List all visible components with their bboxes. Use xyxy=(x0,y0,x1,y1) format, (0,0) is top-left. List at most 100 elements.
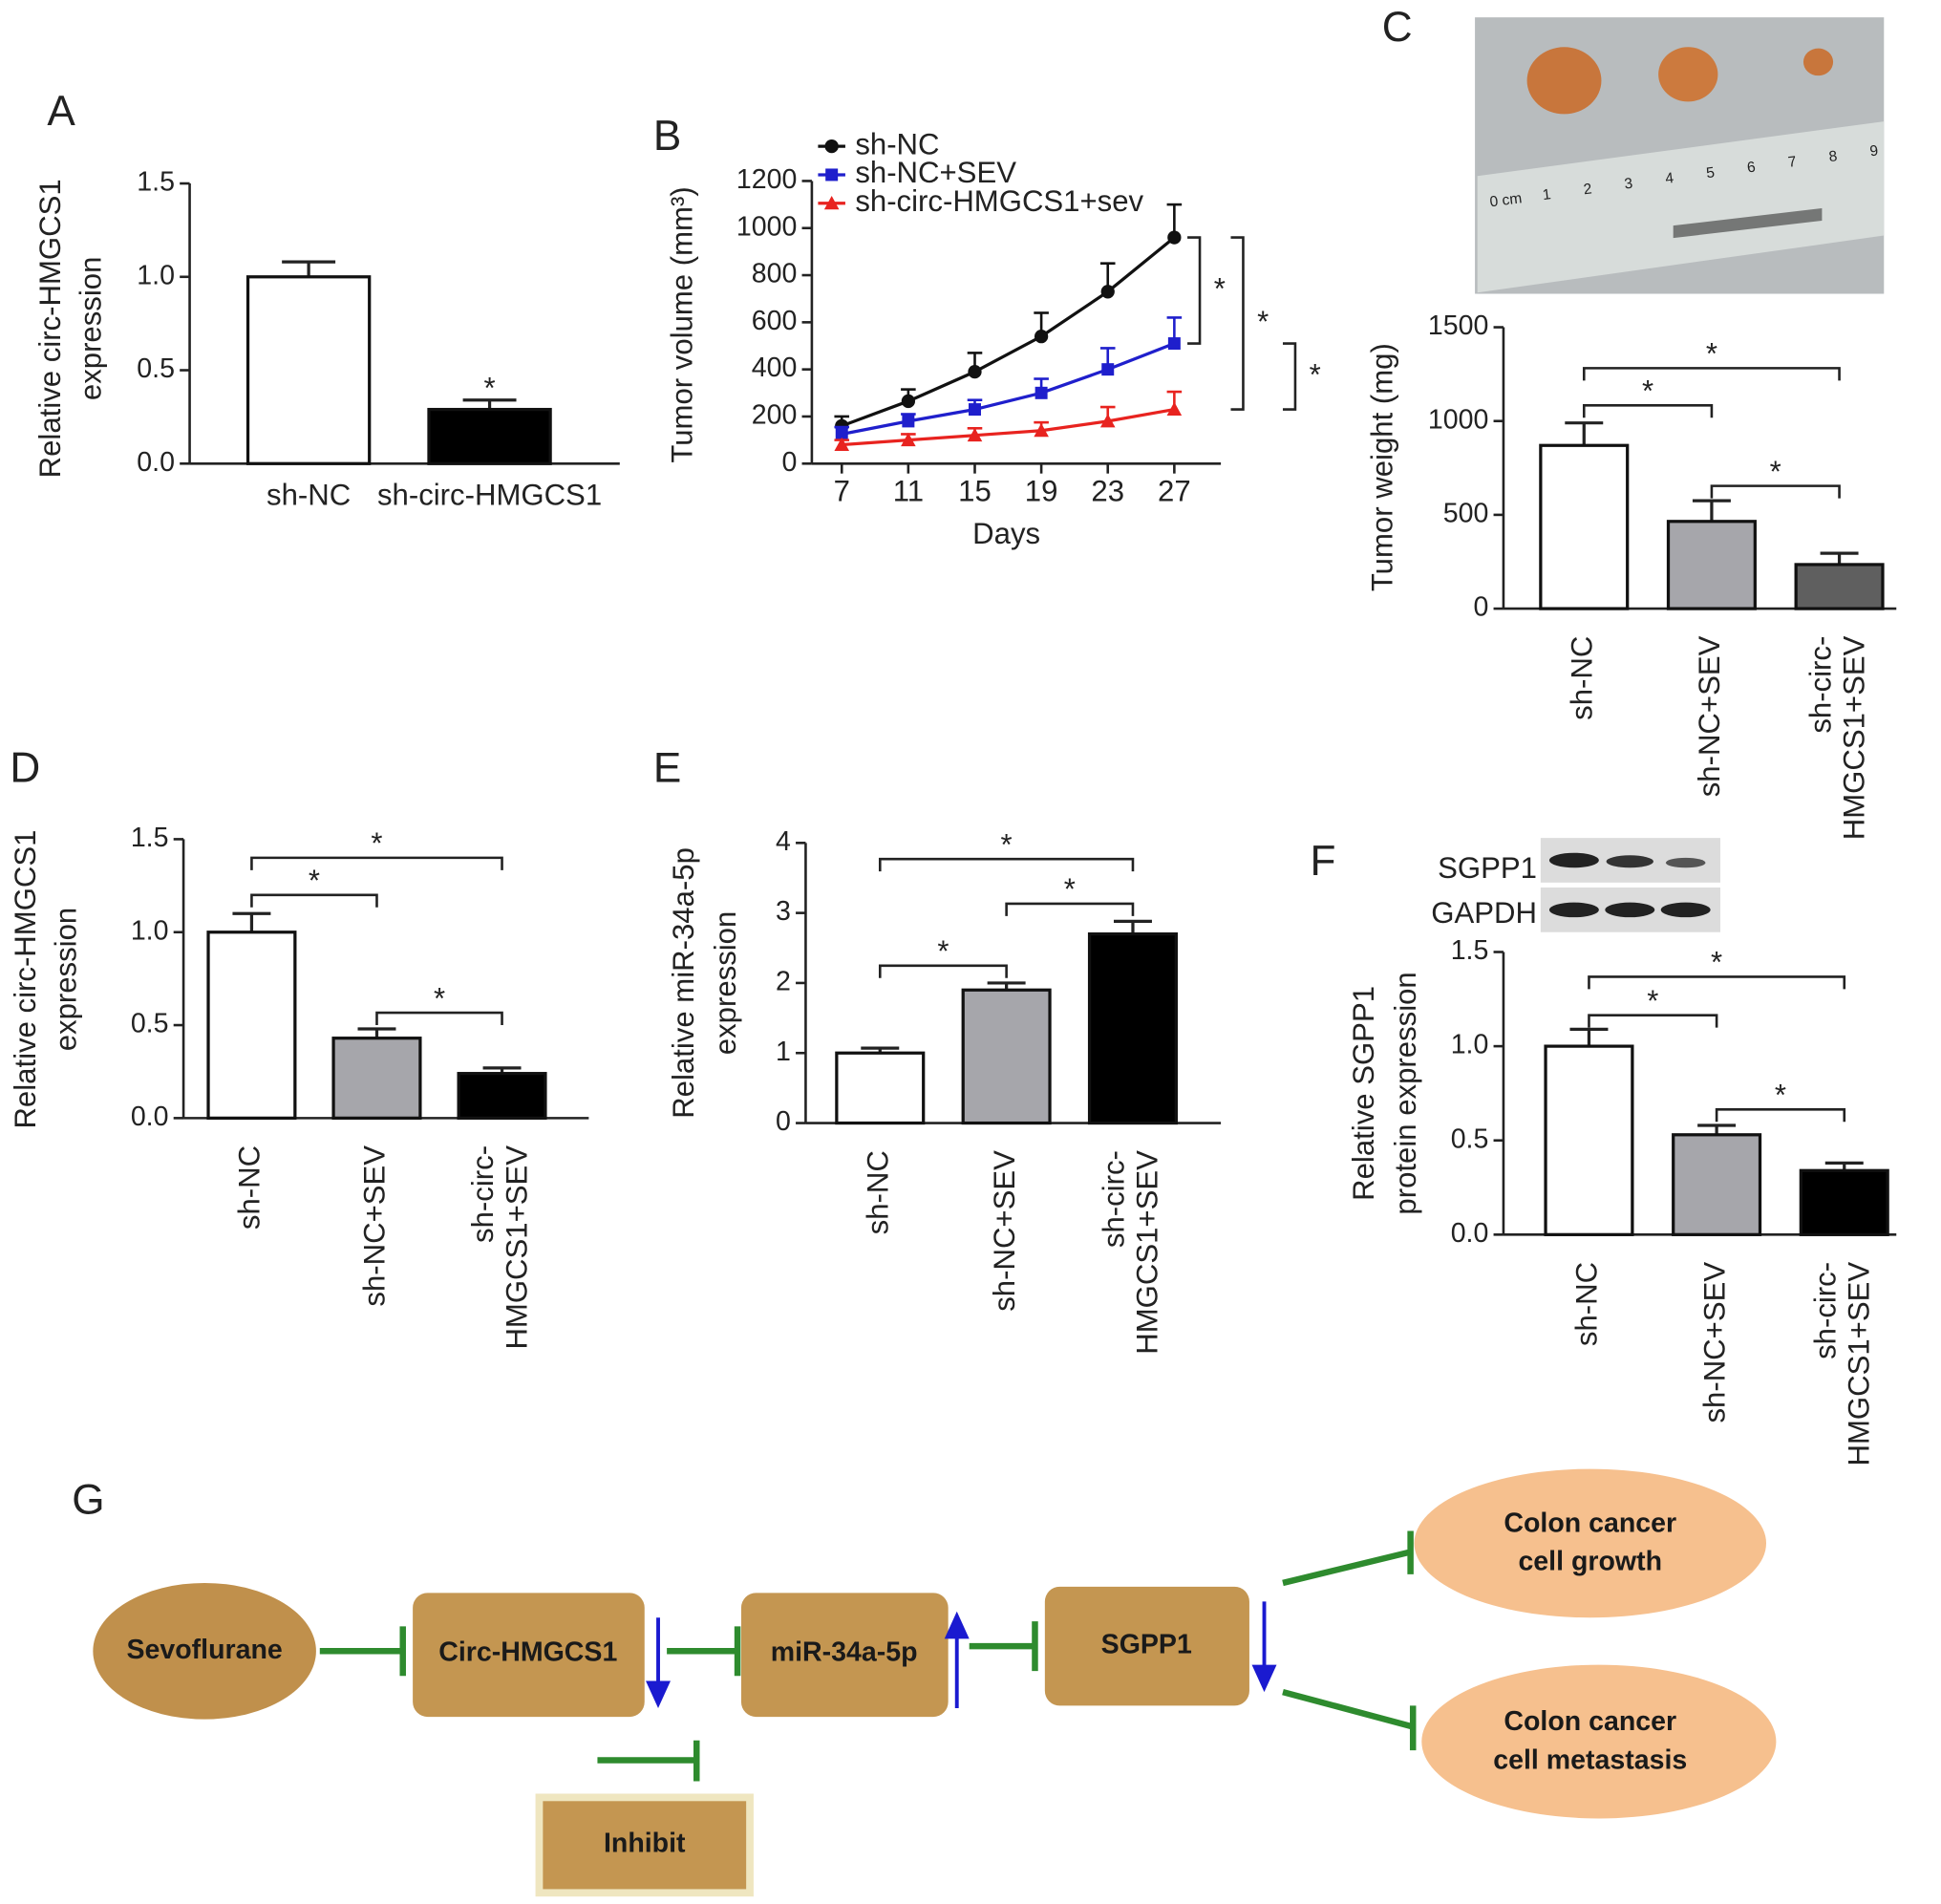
legend-label: Inhibit xyxy=(604,1828,686,1858)
bar xyxy=(1794,563,1885,610)
significance-bracket xyxy=(1005,902,1135,916)
marker xyxy=(1034,386,1048,399)
bar xyxy=(245,275,372,465)
significance-star: * xyxy=(1775,1079,1786,1112)
y-tick-label: 0.0 xyxy=(1451,1218,1489,1249)
node-label: SGPP1 xyxy=(1101,1630,1192,1660)
y-tick-label: 200 xyxy=(752,400,798,431)
y-axis-label: expression xyxy=(709,911,742,1056)
significance-star: * xyxy=(1257,305,1269,338)
y-tick-label: 1.5 xyxy=(131,823,169,853)
node xyxy=(1421,1664,1777,1819)
y-tick-label: 1.0 xyxy=(131,915,169,946)
y-axis-label: protein expression xyxy=(1389,972,1422,1214)
significance-bracket xyxy=(878,857,1135,872)
x-tick-label: 7 xyxy=(834,475,850,508)
legend-label: sh-NC+SEV xyxy=(855,156,1016,189)
pathway-diagram: G Sevoflurane Circ-HMGCS1 miR-34a-5p SGP… xyxy=(72,1468,1777,1897)
blot-label: GAPDH xyxy=(1431,896,1537,930)
tumor xyxy=(1802,48,1834,76)
bar xyxy=(331,1037,422,1120)
legend-box xyxy=(535,1793,754,1897)
x-tick-label: HMGCS1+SEV xyxy=(1842,1262,1875,1466)
y-tick-label: 0.0 xyxy=(137,447,175,478)
marker xyxy=(1100,285,1115,299)
panel-letter: D xyxy=(10,745,40,792)
significance-bracket xyxy=(1230,236,1245,411)
legend-label: sh-NC xyxy=(855,127,939,160)
marker xyxy=(1034,330,1049,344)
significance-bracket xyxy=(1187,236,1202,345)
marker xyxy=(901,432,916,447)
panel-letter: A xyxy=(47,88,75,135)
significance-star: * xyxy=(1642,374,1653,408)
marker xyxy=(835,427,848,440)
y-tick-label: 0 xyxy=(776,1106,791,1137)
y-tick-label: 0.5 xyxy=(1451,1123,1489,1154)
panel-1: B 0 200 400 600 800 1000 1200 Tumor volume (mm³)… xyxy=(653,113,1321,550)
tumor xyxy=(1526,47,1602,115)
x-tick-label: sh-circ- xyxy=(466,1145,500,1243)
significance-star: * xyxy=(1706,337,1717,371)
ruler-label: 0 cm xyxy=(1489,190,1524,210)
bar xyxy=(1666,520,1757,610)
panel-2: C 0 500 1000 1500 Tumor weight (mg) sh-NC sh-NC… xyxy=(1366,4,1897,840)
y-tick-label: 1.0 xyxy=(137,260,175,290)
significance-star: * xyxy=(309,864,320,897)
blot-band xyxy=(1605,902,1655,918)
y-axis-label: Relative circ-HMGCS1 xyxy=(33,179,67,478)
panel-letter: E xyxy=(653,745,681,792)
node-label: Colon cancer xyxy=(1504,1706,1676,1737)
y-tick-label: 2 xyxy=(776,966,791,996)
blot-label: SGPP1 xyxy=(1438,851,1537,885)
bar xyxy=(1544,1044,1634,1236)
inhibit-edge xyxy=(1282,1530,1414,1587)
significance-star: * xyxy=(1064,872,1076,906)
node-label: Sevoflurane xyxy=(126,1635,282,1665)
node xyxy=(413,1593,645,1718)
bar xyxy=(1539,443,1630,610)
ruler-label: 2 xyxy=(1583,181,1593,198)
ruler-label: 7 xyxy=(1787,154,1798,171)
bar xyxy=(961,988,1052,1125)
marker xyxy=(824,139,839,154)
y-tick-label: 1000 xyxy=(736,211,797,242)
significance-bracket xyxy=(1588,975,1846,990)
significance-bracket xyxy=(1582,367,1841,381)
y-tick-label: 1.0 xyxy=(1451,1030,1489,1060)
y-tick-label: 3 xyxy=(776,896,791,927)
y-tick-label: 1200 xyxy=(736,164,797,195)
x-tick-label: sh-NC+SEV xyxy=(988,1150,1021,1312)
x-tick-label: sh-NC xyxy=(861,1150,894,1234)
ruler-label: 3 xyxy=(1624,176,1634,193)
significance-bracket xyxy=(1710,484,1841,499)
ruler-label: 1 xyxy=(1542,186,1552,203)
marker xyxy=(969,403,981,417)
significance-bracket xyxy=(375,1011,503,1026)
y-axis-label: expression xyxy=(50,908,83,1052)
significance-bracket xyxy=(1588,1014,1718,1028)
marker xyxy=(825,168,839,182)
node xyxy=(740,1593,949,1718)
x-tick-label: 15 xyxy=(958,475,992,508)
panel-letter: F xyxy=(1311,838,1336,885)
marker xyxy=(1101,363,1115,376)
significance-bracket xyxy=(250,856,503,870)
panel-5: F 0.0 0.5 1.0 1.5 Relative SGPP1 protein expre… xyxy=(1311,838,1897,1466)
y-axis-label: Relative circ-HMGCS1 xyxy=(9,830,42,1129)
y-tick-label: 1.5 xyxy=(1451,935,1489,966)
y-tick-label: 0.0 xyxy=(131,1102,169,1132)
blot-band xyxy=(1665,857,1706,868)
marker xyxy=(1099,414,1116,428)
marker xyxy=(1167,337,1181,351)
x-tick-label: sh-circ-HMGCS1 xyxy=(377,479,602,512)
bar xyxy=(457,1072,547,1120)
y-tick-label: 800 xyxy=(752,259,798,289)
significance-star: * xyxy=(1310,357,1321,391)
x-tick-label: 23 xyxy=(1091,475,1124,508)
ruler-label: 5 xyxy=(1705,164,1716,182)
x-tick-label: 19 xyxy=(1025,475,1058,508)
significance-bracket xyxy=(1715,1107,1846,1123)
ruler-label: 4 xyxy=(1664,170,1674,187)
